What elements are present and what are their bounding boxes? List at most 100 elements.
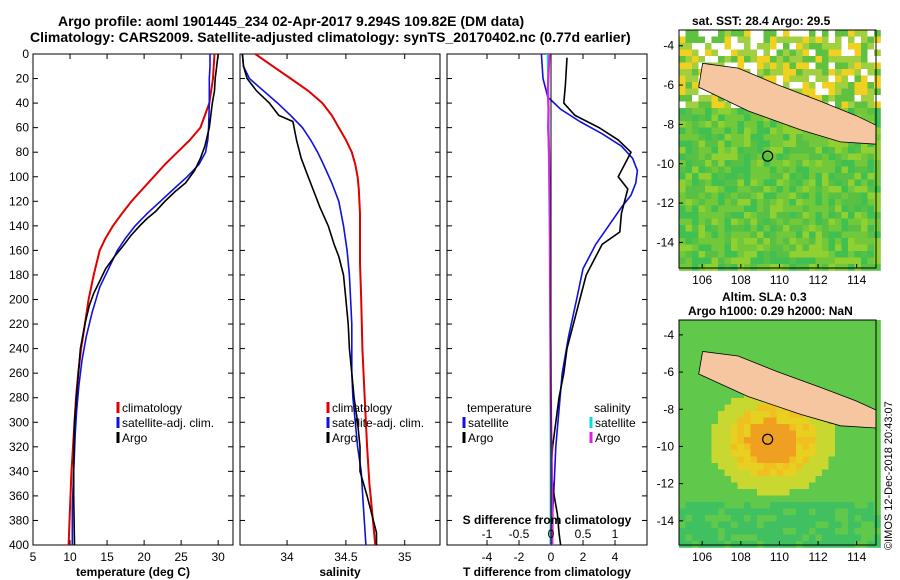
map-cell bbox=[802, 521, 810, 529]
map-cell bbox=[757, 463, 764, 470]
map-cell bbox=[874, 372, 881, 379]
map-cell bbox=[737, 134, 745, 141]
map-cell bbox=[744, 456, 751, 464]
map-cell bbox=[724, 160, 732, 167]
map-cell bbox=[835, 153, 842, 161]
map-cell bbox=[705, 378, 712, 386]
map-cell bbox=[835, 326, 842, 334]
map-cell bbox=[861, 101, 868, 109]
map-cell bbox=[809, 352, 816, 360]
map-cell bbox=[692, 179, 699, 187]
map-cell bbox=[744, 339, 751, 347]
map-cell bbox=[835, 238, 842, 245]
map-cell bbox=[789, 515, 797, 522]
map-cell bbox=[835, 62, 842, 70]
map-cell bbox=[828, 482, 836, 490]
map-cell bbox=[679, 450, 686, 457]
map-cell bbox=[698, 134, 706, 141]
map-cell bbox=[867, 179, 875, 187]
x-tick-label: -2 bbox=[514, 550, 525, 564]
map-cell bbox=[770, 205, 777, 213]
map-cell bbox=[874, 186, 881, 193]
map-cell bbox=[796, 127, 803, 135]
map-cell bbox=[854, 365, 862, 373]
map-cell bbox=[763, 469, 771, 477]
map-cell bbox=[867, 333, 875, 340]
map-cell bbox=[841, 528, 849, 535]
map-cell bbox=[685, 36, 693, 44]
map-cell bbox=[698, 326, 706, 334]
map-cell bbox=[835, 95, 842, 102]
map-cell bbox=[802, 205, 810, 213]
map-cell bbox=[731, 225, 738, 232]
map-cell bbox=[783, 257, 790, 265]
map-cell bbox=[841, 82, 849, 89]
map-cell bbox=[711, 218, 719, 226]
map-cell bbox=[809, 225, 816, 232]
map-cell bbox=[783, 244, 790, 252]
map-cell bbox=[861, 140, 868, 148]
map-cell bbox=[750, 179, 758, 187]
map-cell bbox=[854, 82, 862, 89]
map-cell bbox=[711, 160, 719, 167]
map-cell bbox=[679, 95, 686, 102]
map-cell bbox=[744, 430, 751, 438]
map-cell bbox=[822, 430, 829, 438]
map-cell bbox=[750, 515, 758, 522]
map-cell bbox=[815, 75, 823, 83]
map-cell bbox=[718, 430, 725, 438]
map-cell bbox=[841, 75, 849, 83]
map-cell bbox=[744, 417, 751, 425]
map-cell bbox=[711, 495, 719, 503]
map-cell bbox=[854, 166, 862, 174]
map-cell bbox=[731, 450, 738, 457]
map-cell bbox=[737, 244, 745, 252]
map-cell bbox=[698, 101, 706, 109]
map-cell bbox=[718, 541, 725, 548]
map-cell bbox=[718, 339, 725, 347]
map-cell bbox=[757, 528, 764, 535]
map-cell bbox=[841, 36, 849, 44]
map-cell bbox=[783, 352, 790, 360]
map-cell bbox=[679, 244, 686, 252]
map-cell bbox=[783, 521, 790, 529]
map-cell bbox=[705, 251, 712, 258]
map-cell bbox=[763, 153, 771, 161]
map-cell bbox=[796, 264, 803, 271]
map-cell bbox=[815, 346, 823, 353]
map-cell bbox=[737, 238, 745, 245]
map-cell bbox=[789, 257, 797, 265]
map-cell bbox=[737, 62, 745, 70]
map-cell bbox=[698, 225, 706, 232]
map-cell bbox=[685, 476, 693, 483]
map-cell bbox=[763, 140, 771, 148]
map-cell bbox=[731, 346, 738, 353]
map-y-tick-label: -4 bbox=[663, 39, 674, 53]
map-cell bbox=[770, 430, 777, 438]
map-y-tick-label: -12 bbox=[657, 477, 675, 491]
map-cell bbox=[685, 541, 693, 548]
map-cell bbox=[705, 140, 712, 148]
map-cell bbox=[848, 424, 855, 431]
map-cell bbox=[679, 30, 686, 37]
map-cell bbox=[776, 463, 784, 470]
map-cell bbox=[822, 326, 829, 334]
map-cell bbox=[815, 225, 823, 232]
map-cell bbox=[822, 450, 829, 457]
map-cell bbox=[815, 238, 823, 245]
map-cell bbox=[822, 179, 829, 187]
x-tick-label: -4 bbox=[482, 550, 493, 564]
map-cell bbox=[822, 502, 829, 509]
map-cell bbox=[861, 320, 868, 327]
map-cell bbox=[750, 238, 758, 245]
legend-item-0-2: Argo bbox=[122, 431, 148, 445]
x-tick-label: 2 bbox=[580, 550, 587, 564]
map-cell bbox=[744, 173, 751, 180]
map-cell bbox=[698, 205, 706, 213]
map-cell bbox=[731, 199, 738, 206]
map-cell bbox=[828, 528, 836, 535]
map-cell bbox=[705, 205, 712, 213]
map-cell bbox=[724, 231, 732, 239]
map-cell bbox=[802, 326, 810, 334]
map-cell bbox=[848, 391, 855, 399]
